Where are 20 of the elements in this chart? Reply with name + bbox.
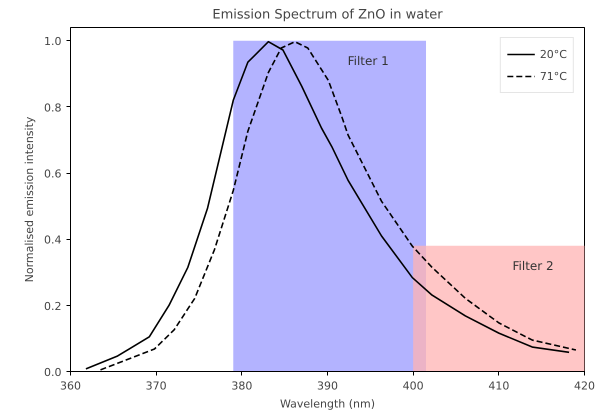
x-tick-label: 420 — [574, 380, 595, 392]
x-tick-label: 390 — [317, 380, 338, 392]
legend-label: 71°C — [540, 70, 567, 82]
x-tick-label: 360 — [60, 380, 81, 392]
y-tick-label: 0.8 — [44, 101, 62, 114]
series-label: Filter 2 — [512, 259, 554, 274]
x-tick-label: 380 — [231, 380, 252, 392]
series-label: Filter 1 — [348, 54, 389, 68]
x-axis-title: Wavelength (nm) — [280, 398, 376, 410]
y-axis-title: Normalised emission intensity — [23, 116, 36, 282]
chart-title: Emission Spectrum of ZnO in water — [212, 8, 444, 22]
y-tick-label: 1.0 — [44, 35, 62, 48]
legend-label: 20°C — [540, 48, 567, 60]
x-tick-label: 400 — [402, 380, 424, 392]
y-tick-label: 0.2 — [44, 300, 62, 313]
x-tick-label: 370 — [146, 380, 167, 392]
y-tick-label: 0.6 — [44, 168, 62, 181]
x-tick-label: 410 — [488, 380, 510, 392]
y-tick-label: 0.4 — [44, 234, 62, 247]
y-tick-label: 0.0 — [44, 366, 62, 379]
